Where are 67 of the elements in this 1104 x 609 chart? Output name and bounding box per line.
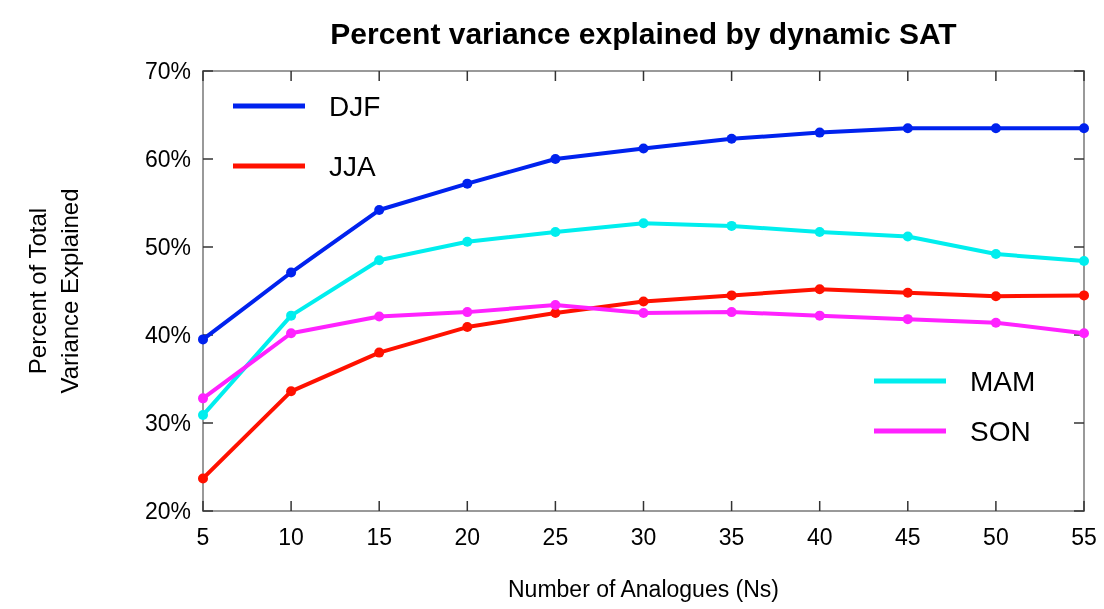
point <box>638 143 649 154</box>
x-tick-label: 10 <box>278 524 304 550</box>
point <box>286 328 297 339</box>
x-tick-label: 15 <box>366 524 392 550</box>
point <box>550 227 561 238</box>
x-axis-title: Number of Analogues (Ns) <box>507 576 780 602</box>
chart-title: Percent variance explained by dynamic SAT <box>330 17 957 50</box>
legend-label: DJF <box>329 91 381 122</box>
y-axis-title: Percent of Total Variance Explained <box>24 188 83 394</box>
point <box>814 227 825 238</box>
x-tick-label: 35 <box>718 524 745 550</box>
point <box>462 236 473 247</box>
point <box>902 314 913 325</box>
point <box>374 311 385 322</box>
y-tick-label: 60% <box>144 146 191 172</box>
point <box>1079 328 1089 339</box>
point <box>286 386 297 397</box>
x-tick-label: 50 <box>983 524 1009 550</box>
point <box>198 334 208 345</box>
point <box>990 123 1001 134</box>
point <box>638 308 649 318</box>
x-tick-label: 5 <box>196 524 210 550</box>
point <box>286 267 297 278</box>
point <box>374 347 385 358</box>
y-tick-label: 20% <box>144 498 191 524</box>
point <box>550 300 561 311</box>
point <box>550 154 561 164</box>
point <box>1079 256 1089 267</box>
point <box>990 249 1001 260</box>
point <box>1079 123 1089 134</box>
y-tick-label: 50% <box>144 234 191 260</box>
point <box>990 317 1001 328</box>
point <box>726 290 737 301</box>
point <box>286 310 297 321</box>
x-tick-label: 20 <box>454 524 481 550</box>
point <box>638 296 649 307</box>
point <box>990 291 1001 302</box>
legend-label: MAM <box>970 366 1036 397</box>
point <box>198 473 208 484</box>
point <box>814 127 825 138</box>
point <box>814 284 825 295</box>
point <box>726 133 737 144</box>
point <box>198 393 208 404</box>
point <box>638 218 649 229</box>
point <box>726 220 737 231</box>
point <box>462 322 473 333</box>
x-tick-label: 30 <box>630 524 657 550</box>
point <box>814 310 825 321</box>
x-tick-label: 45 <box>895 524 921 550</box>
point <box>374 205 385 216</box>
point <box>374 255 385 266</box>
point <box>198 410 208 421</box>
point <box>726 307 737 318</box>
y-tick-label: 70% <box>144 58 191 84</box>
x-tick-label: 25 <box>542 524 569 550</box>
y-tick-label: 30% <box>144 410 191 436</box>
legend-label: JJA <box>329 151 376 182</box>
x-tick-label: 55 <box>1071 524 1097 550</box>
x-tick-label: 40 <box>806 524 833 550</box>
point <box>902 231 913 242</box>
point <box>462 307 473 318</box>
y-tick-label: 40% <box>144 322 191 348</box>
point <box>462 178 473 189</box>
point <box>1079 290 1089 301</box>
point <box>902 123 913 134</box>
point <box>902 287 913 298</box>
legend-label: SON <box>970 416 1031 447</box>
